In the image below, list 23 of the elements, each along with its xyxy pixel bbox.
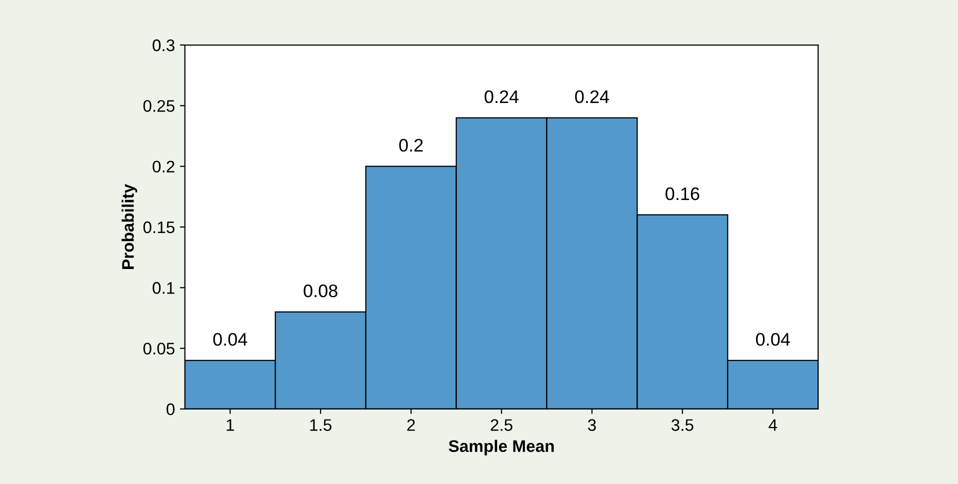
x-tick-label: 1.5 bbox=[310, 419, 332, 431]
x-axis-title: Sample Mean bbox=[448, 440, 554, 456]
y-tick-label: 0.2 bbox=[152, 160, 174, 173]
data-label: 0.24 bbox=[575, 90, 610, 104]
y-tick-label: 0.15 bbox=[143, 221, 174, 234]
data-label: 0.24 bbox=[484, 90, 519, 104]
y-tick-label: 0.25 bbox=[143, 100, 174, 112]
y-tick-label: 0.05 bbox=[143, 342, 174, 355]
x-tick-label: 3.5 bbox=[671, 419, 694, 431]
y-tick-label: 0.1 bbox=[152, 282, 174, 294]
data-label: 0.04 bbox=[213, 332, 248, 346]
y-tick-label: 0 bbox=[166, 403, 175, 416]
data-label: 0.04 bbox=[756, 332, 790, 346]
x-tick-label: 2 bbox=[407, 419, 415, 431]
x-tick-label: 2.5 bbox=[490, 419, 512, 431]
y-axis-title: Probability bbox=[122, 184, 138, 269]
x-tick-label: 4 bbox=[768, 419, 778, 431]
x-tick-label: 1 bbox=[226, 419, 234, 431]
data-label: 0.16 bbox=[666, 187, 700, 200]
data-label: 0.08 bbox=[304, 284, 338, 298]
y-tick-label: 0.3 bbox=[152, 39, 174, 52]
data-label: 0.2 bbox=[399, 138, 423, 152]
x-tick-label: 3 bbox=[588, 419, 596, 431]
